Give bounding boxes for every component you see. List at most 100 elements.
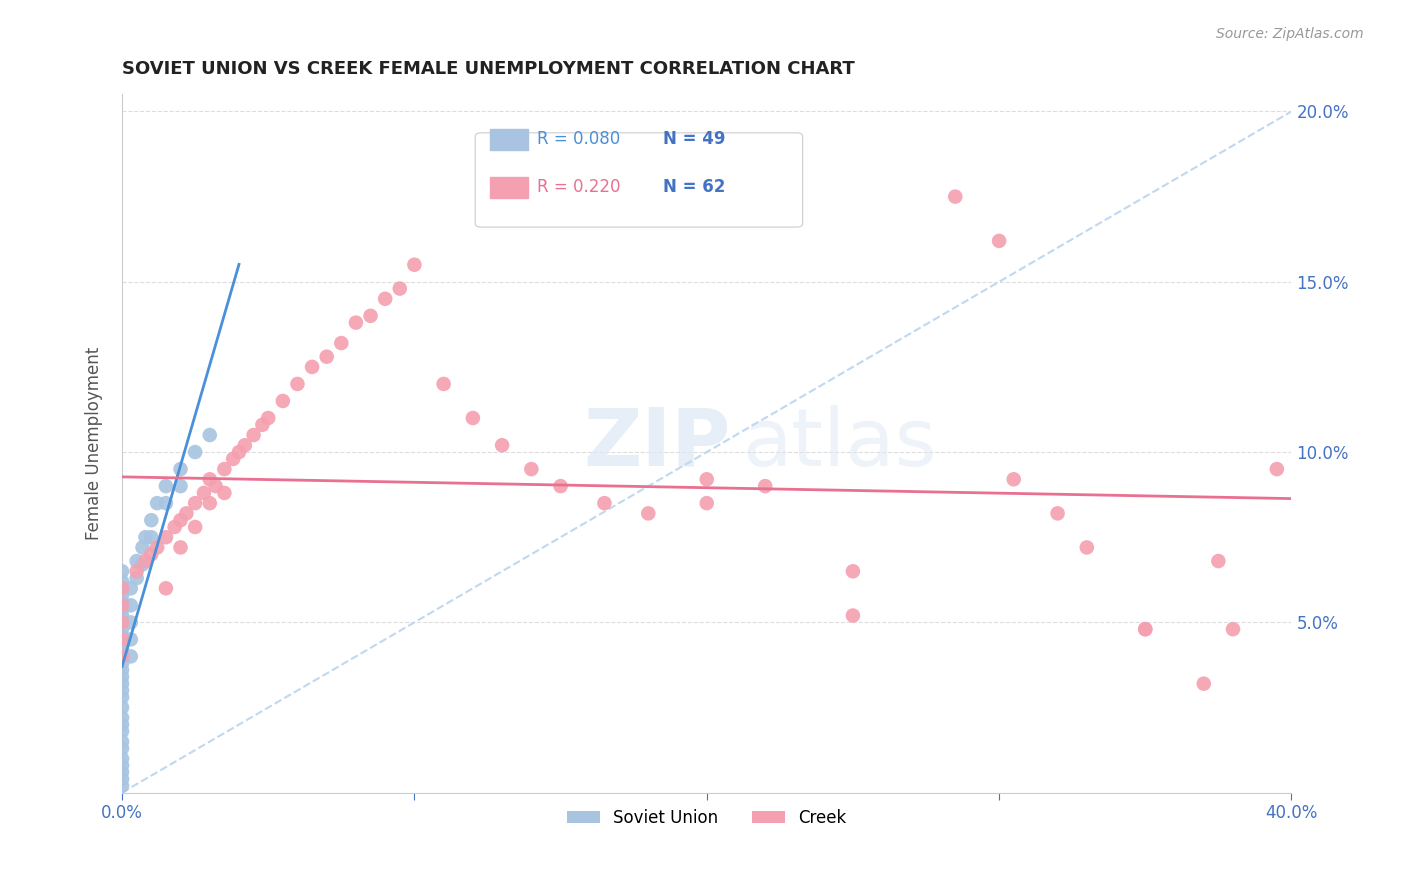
Point	[111, 622, 134, 636]
Point	[111, 642, 134, 657]
FancyBboxPatch shape	[475, 133, 803, 227]
Point	[169, 541, 191, 555]
Point	[111, 765, 134, 780]
Point	[198, 428, 221, 442]
Point	[184, 520, 207, 534]
Point	[131, 541, 153, 555]
Point	[988, 234, 1011, 248]
Point	[111, 564, 134, 578]
Point	[111, 649, 134, 664]
Point	[125, 554, 148, 568]
Bar	[491, 177, 527, 198]
Text: N = 49: N = 49	[664, 130, 725, 148]
Point	[111, 741, 134, 756]
Text: atlas: atlas	[742, 405, 936, 483]
Point	[176, 507, 198, 521]
Point	[111, 595, 134, 609]
Point	[134, 530, 156, 544]
Point	[111, 582, 134, 596]
Point	[388, 282, 411, 296]
Point	[155, 582, 177, 596]
Point	[111, 588, 134, 602]
Point	[111, 599, 134, 613]
Point	[111, 636, 134, 650]
Point	[169, 513, 191, 527]
Point	[184, 496, 207, 510]
Point	[943, 189, 966, 203]
Point	[111, 676, 134, 690]
Point	[696, 472, 718, 486]
Point	[1192, 676, 1215, 690]
Point	[111, 582, 134, 596]
Point	[111, 615, 134, 630]
Point	[491, 438, 513, 452]
Point	[111, 758, 134, 772]
Point	[360, 309, 382, 323]
Point	[111, 608, 134, 623]
Point	[1046, 507, 1069, 521]
Point	[120, 599, 142, 613]
Point	[111, 574, 134, 589]
Point	[842, 564, 865, 578]
Point	[120, 615, 142, 630]
Point	[315, 350, 337, 364]
Point	[1265, 462, 1288, 476]
Legend: Soviet Union, Creek: Soviet Union, Creek	[560, 802, 853, 833]
Point	[111, 700, 134, 714]
Point	[120, 632, 142, 647]
Point	[242, 428, 264, 442]
Point	[637, 507, 659, 521]
Point	[155, 530, 177, 544]
Point	[461, 411, 484, 425]
Point	[155, 496, 177, 510]
Point	[271, 394, 294, 409]
Text: R = 0.080: R = 0.080	[537, 130, 620, 148]
Point	[287, 376, 309, 391]
Point	[111, 649, 134, 664]
Point	[111, 670, 134, 684]
Point	[696, 496, 718, 510]
Point	[214, 486, 236, 500]
Point	[1135, 622, 1157, 636]
Point	[163, 520, 186, 534]
Point	[141, 547, 163, 561]
Point	[169, 479, 191, 493]
Point	[550, 479, 572, 493]
Text: Source: ZipAtlas.com: Source: ZipAtlas.com	[1216, 27, 1364, 41]
Point	[111, 663, 134, 677]
Point	[111, 690, 134, 705]
Point	[520, 462, 543, 476]
Point	[842, 608, 865, 623]
Y-axis label: Female Unemployment: Female Unemployment	[86, 347, 103, 541]
Text: N = 62: N = 62	[664, 178, 725, 196]
Point	[1135, 622, 1157, 636]
Text: R = 0.220: R = 0.220	[537, 178, 620, 196]
Point	[155, 479, 177, 493]
Point	[252, 417, 274, 432]
Point	[111, 615, 134, 630]
Point	[344, 316, 367, 330]
Point	[120, 649, 142, 664]
Point	[1076, 541, 1098, 555]
Point	[111, 632, 134, 647]
Point	[125, 564, 148, 578]
Point	[111, 657, 134, 671]
Point	[169, 462, 191, 476]
Point	[141, 513, 163, 527]
Point	[111, 779, 134, 793]
Point	[184, 445, 207, 459]
Point	[111, 683, 134, 698]
Point	[111, 734, 134, 748]
Point	[131, 558, 153, 572]
Point	[146, 541, 169, 555]
Point	[1208, 554, 1230, 568]
Text: ZIP: ZIP	[583, 405, 730, 483]
Point	[111, 751, 134, 765]
Point	[214, 462, 236, 476]
Point	[111, 711, 134, 725]
Point	[146, 496, 169, 510]
Point	[111, 629, 134, 643]
Point	[330, 336, 353, 351]
Text: SOVIET UNION VS CREEK FEMALE UNEMPLOYMENT CORRELATION CHART: SOVIET UNION VS CREEK FEMALE UNEMPLOYMEN…	[122, 60, 855, 78]
Point	[1002, 472, 1025, 486]
